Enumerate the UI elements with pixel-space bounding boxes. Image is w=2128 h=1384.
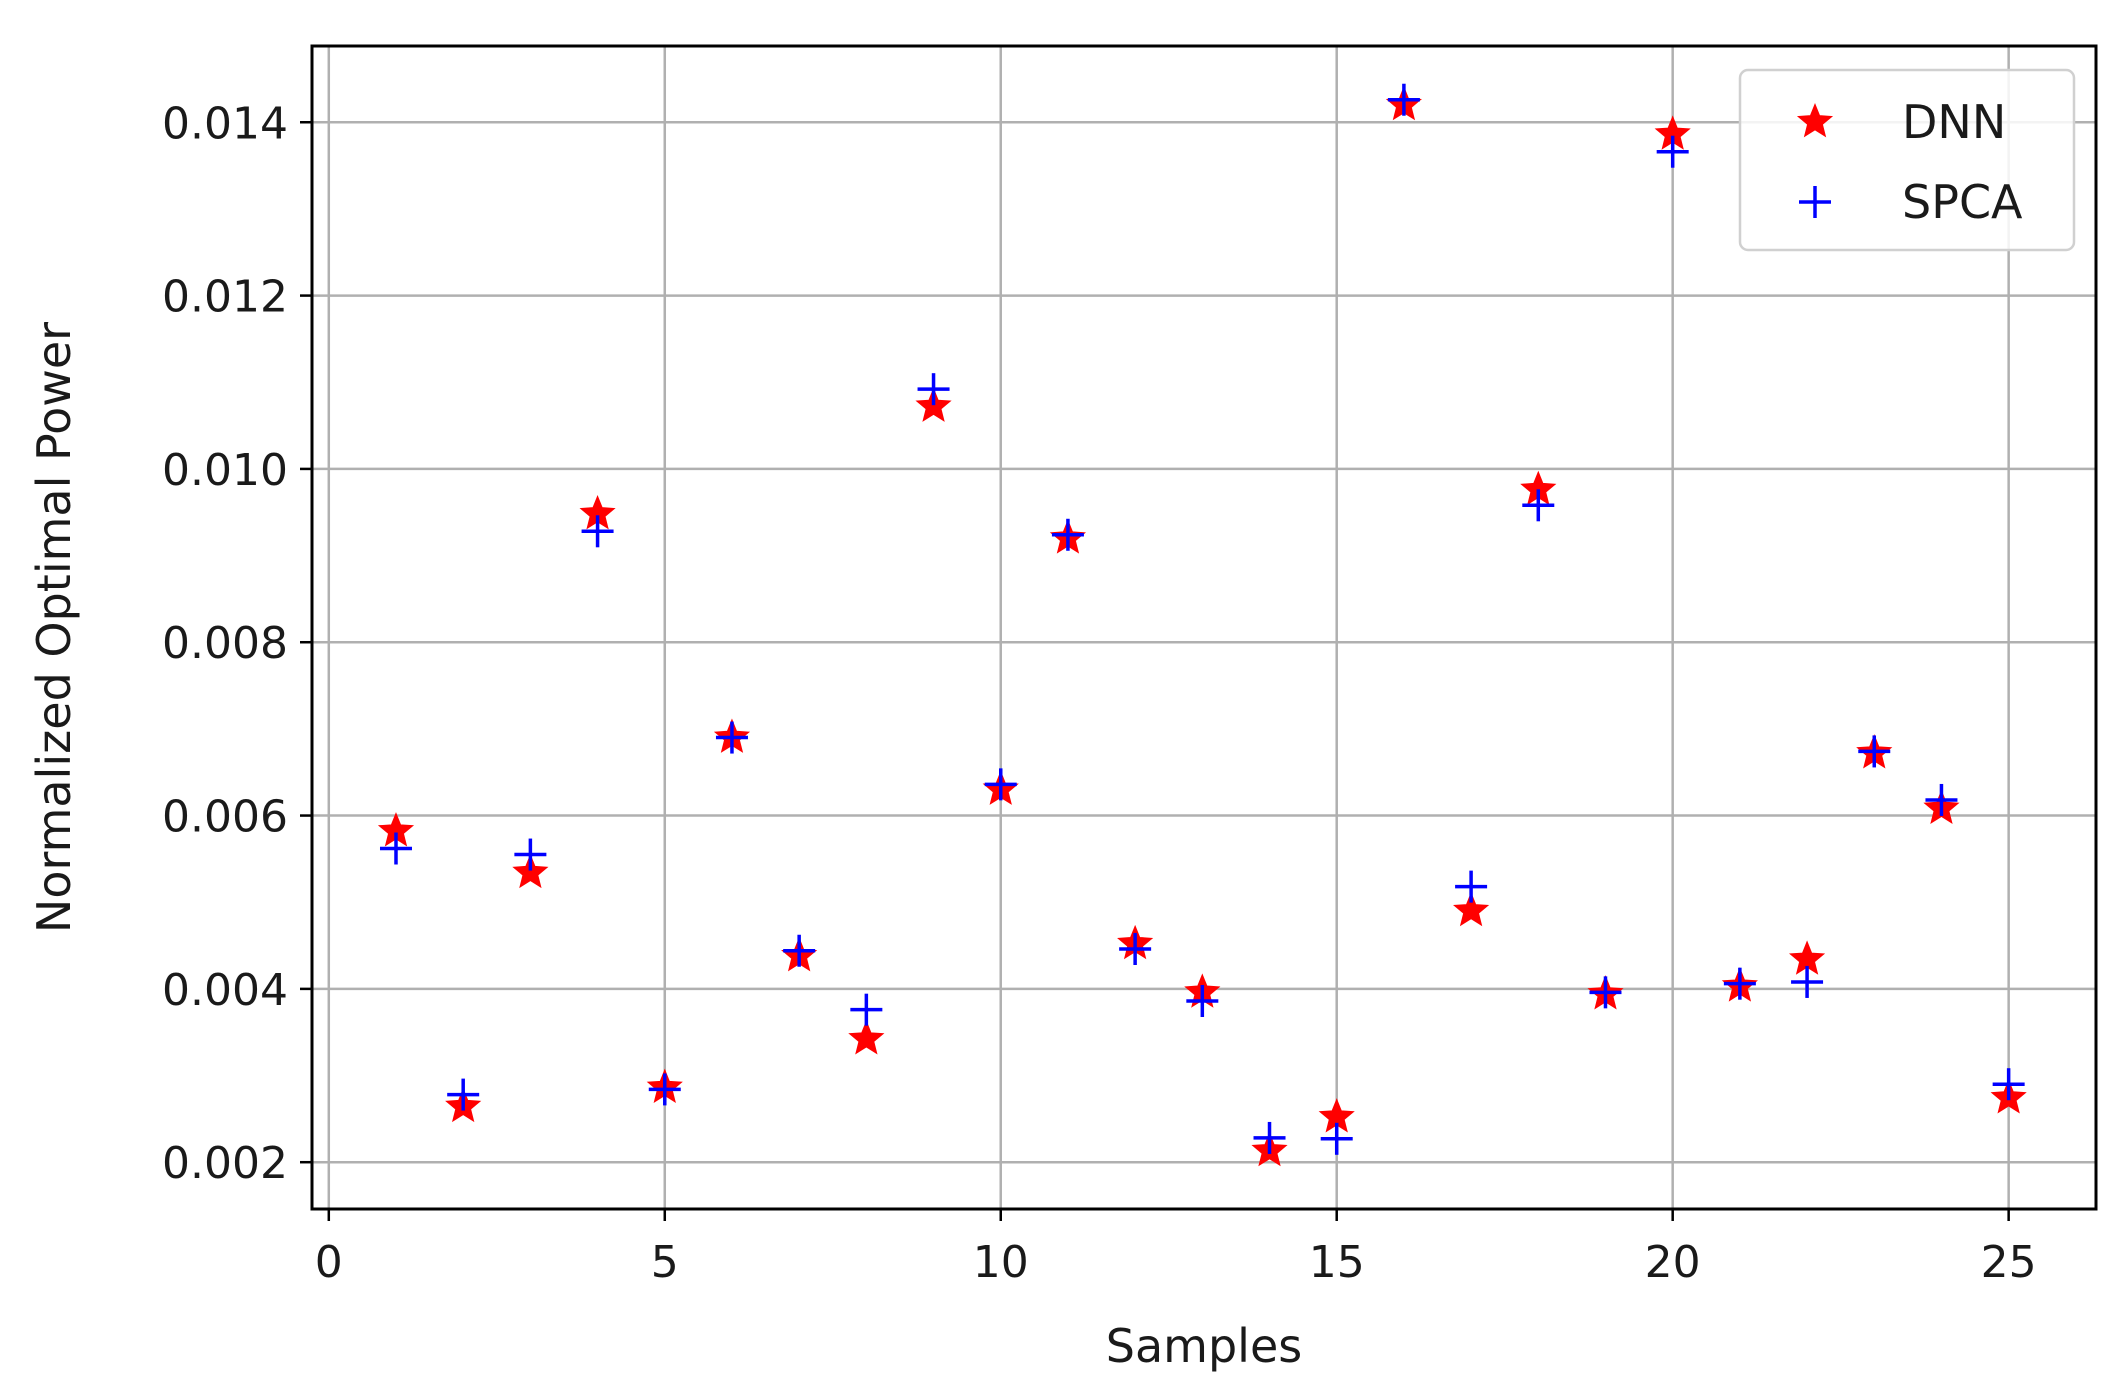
- point-spca: [1925, 783, 1958, 816]
- x-tick-label: 10: [973, 1237, 1029, 1288]
- y-tick-label: 0.004: [162, 965, 288, 1016]
- legend-marker-dnn: [1796, 102, 1834, 138]
- point-spca: [1455, 870, 1488, 903]
- point-dnn: [512, 853, 549, 889]
- point-spca: [1320, 1122, 1353, 1155]
- point-spca: [379, 832, 412, 865]
- y-tick-label: 0.006: [162, 792, 288, 843]
- point-spca: [1656, 135, 1689, 168]
- point-spca: [1589, 976, 1622, 1009]
- point-spca: [1387, 83, 1420, 116]
- legend-label: DNN: [1902, 95, 2006, 149]
- x-tick-label: 20: [1645, 1237, 1701, 1288]
- point-spca: [648, 1073, 681, 1106]
- series-layer: [377, 83, 2027, 1167]
- y-tick-label: 0.010: [162, 445, 288, 496]
- y-tick-label: 0.008: [162, 618, 288, 669]
- legend-item-dnn: DNN: [1796, 95, 2006, 149]
- point-spca: [1253, 1121, 1286, 1154]
- x-tick-label: 15: [1309, 1237, 1365, 1288]
- point-spca: [850, 993, 883, 1026]
- point-spca: [1791, 965, 1824, 998]
- x-tick-label: 5: [651, 1237, 679, 1288]
- x-axis-label: Samples: [1106, 1319, 1302, 1373]
- legend-marker-spca: [1799, 186, 1831, 218]
- point-spca: [917, 373, 950, 406]
- legend: DNN SPCA: [1738, 68, 2076, 252]
- point-spca: [1858, 735, 1891, 768]
- y-tick-label: 0.012: [162, 272, 288, 323]
- point-spca: [783, 934, 816, 967]
- y-axis-label: Normalized Optimal Power: [27, 322, 81, 933]
- y-tick-label: 0.014: [162, 98, 288, 149]
- point-spca: [1186, 985, 1219, 1018]
- x-axis-ticks: 0 5 10 15 20 25: [315, 1209, 2037, 1288]
- point-spca: [1119, 933, 1152, 966]
- grid-lines: [312, 46, 2096, 1209]
- legend-item-spca: SPCA: [1799, 175, 2023, 229]
- series-spca: [379, 83, 2025, 1155]
- point-spca: [984, 768, 1017, 801]
- y-tick-label: 0.002: [162, 1138, 288, 1189]
- point-spca: [1051, 518, 1084, 551]
- x-tick-label: 25: [1981, 1237, 2037, 1288]
- point-dnn: [848, 1020, 885, 1055]
- point-spca: [1992, 1068, 2025, 1101]
- point-spca: [581, 515, 614, 548]
- legend-box: [1738, 68, 2076, 252]
- point-spca: [1723, 967, 1756, 1000]
- point-spca: [447, 1078, 480, 1111]
- point-spca: [715, 721, 748, 754]
- point-spca: [1522, 489, 1555, 522]
- y-axis-ticks: 0.002 0.004 0.006 0.008 0.010 0.012 0.014: [162, 98, 312, 1189]
- point-spca: [514, 838, 547, 871]
- point-dnn: [1453, 891, 1490, 927]
- legend-label: SPCA: [1902, 175, 2023, 229]
- x-tick-label: 0: [315, 1237, 343, 1288]
- plot-frame: [310, 44, 2098, 1211]
